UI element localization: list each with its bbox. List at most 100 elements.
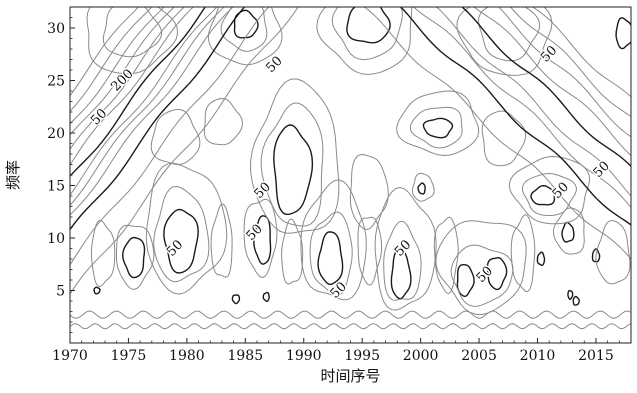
contour-line-low <box>521 172 577 217</box>
contour-band-low <box>70 7 175 136</box>
x-tick-label: 2005 <box>461 348 497 364</box>
contour-band-high <box>70 7 206 177</box>
contour-line-low <box>481 110 527 167</box>
y-tick-label: 30 <box>47 21 65 37</box>
contour-line-low <box>433 216 459 295</box>
contour-band-low <box>70 7 234 216</box>
contour-line-high <box>530 184 556 206</box>
contour-label: 50 <box>252 180 274 202</box>
contour-line-high <box>561 221 575 243</box>
contour-line-high <box>163 208 199 274</box>
contour-line-low <box>510 214 536 293</box>
contour-line-low <box>203 97 244 146</box>
contour-line-high <box>390 249 412 300</box>
contour-line-low <box>383 220 422 301</box>
contour-line-low <box>595 219 631 285</box>
contour-label: 50 <box>591 159 613 181</box>
contour-wave-low <box>70 323 631 330</box>
contour-band-low <box>531 7 631 98</box>
contour-line-low <box>316 7 413 76</box>
contour-line-high <box>231 294 241 305</box>
contour-label: 50 <box>164 237 186 259</box>
x-axis-ticks: 1970 1975 1980 1985 1990 1995 2000 2005 2010 2015 <box>52 338 632 364</box>
y-tick-label: 10 <box>47 231 65 247</box>
x-tick-label: 1970 <box>52 348 88 364</box>
contour-band-low <box>70 7 153 112</box>
contour-band-low <box>363 7 631 260</box>
contour-line-high <box>422 117 454 139</box>
contour-line-low <box>220 7 268 52</box>
contour-line-high <box>93 286 101 295</box>
contour-band-low <box>70 7 165 124</box>
contour-line-high <box>262 291 270 302</box>
contour-line-high <box>317 231 344 286</box>
y-axis-title: 频率 <box>4 160 22 190</box>
contour-label: 50 <box>538 43 560 65</box>
contour-line-low <box>116 224 155 290</box>
y-tick-label: 20 <box>47 126 65 142</box>
contour-line-low <box>90 219 116 288</box>
contour-label: 50 <box>392 237 414 259</box>
contour-line-low <box>150 108 201 166</box>
contour-band-low <box>70 7 225 206</box>
contour-band-low <box>70 7 140 96</box>
contour-band-low <box>70 7 270 265</box>
contour-band-low <box>70 7 218 196</box>
x-tick-label: 1990 <box>286 348 322 364</box>
contour-line-low <box>478 7 541 62</box>
contour-line-low <box>260 102 324 227</box>
contour-line-low <box>153 185 210 283</box>
contour-band-low <box>435 7 631 197</box>
contour-line-high <box>273 124 314 216</box>
contour-line-high <box>615 17 631 50</box>
contour-band-low <box>509 7 631 117</box>
x-tick-label: 2015 <box>578 348 614 364</box>
contour-band-low <box>498 7 631 138</box>
contour-line-low <box>309 211 353 297</box>
contour-line-high <box>536 251 546 266</box>
contour-line-low <box>456 7 553 76</box>
y-tick-label: 25 <box>47 74 65 90</box>
contour-band-low <box>70 7 299 295</box>
contour-band-low <box>473 7 631 156</box>
contour-line-low <box>250 78 340 234</box>
plot-area <box>70 7 631 330</box>
contour-label: 50 <box>88 106 110 128</box>
contour-band-low <box>70 7 185 150</box>
contour-line-low <box>86 7 179 75</box>
contour-line-high <box>567 289 574 300</box>
contour-line-low <box>450 244 514 307</box>
contour-line-low <box>102 7 163 58</box>
contour-line-low <box>349 153 389 230</box>
contour-line-high <box>346 7 391 44</box>
contour-band-high <box>70 7 246 230</box>
x-axis-title: 时间序号 <box>320 367 380 385</box>
contour-line-high <box>456 264 475 298</box>
contour-line-high <box>591 248 601 263</box>
contour-line-low <box>243 198 278 278</box>
contour-line-low <box>396 90 480 157</box>
contour-line-low <box>552 207 585 255</box>
contour-band-low <box>412 7 631 208</box>
contour-line-low <box>210 203 233 278</box>
x-tick-label: 1975 <box>111 348 147 364</box>
contour-line-low <box>374 186 437 311</box>
x-tick-label: 1985 <box>227 348 263 364</box>
contour-line-low <box>508 155 591 225</box>
contour-label: 50 <box>474 264 496 286</box>
x-tick-label: 2010 <box>520 348 556 364</box>
x-tick-label: 2000 <box>403 348 439 364</box>
contour-line-low <box>207 7 283 66</box>
contour-line-low <box>331 7 403 61</box>
contour-label: 50 <box>244 222 266 244</box>
contour-wave-low <box>70 310 631 319</box>
x-tick-label: 1980 <box>169 348 205 364</box>
contour-line-high <box>233 9 259 39</box>
contour-line-low <box>145 162 228 295</box>
contour-band-high <box>461 7 631 167</box>
contour-label: 50 <box>550 180 572 202</box>
contour-line-high <box>572 295 580 306</box>
contour-label: 50 <box>263 54 285 76</box>
